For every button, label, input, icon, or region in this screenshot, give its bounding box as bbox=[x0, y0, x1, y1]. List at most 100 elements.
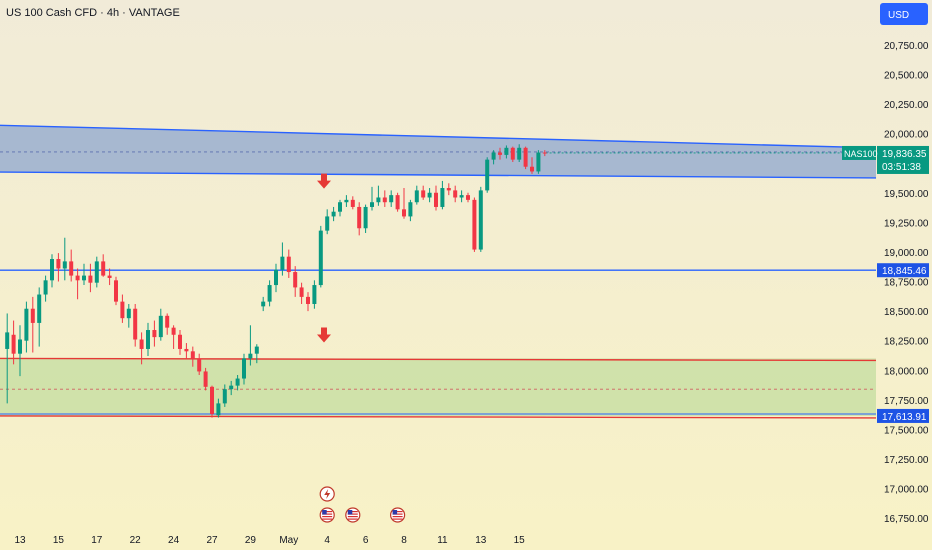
candle-body bbox=[466, 195, 470, 200]
candle-body bbox=[344, 199, 349, 203]
y-tick-label: 17,250.00 bbox=[884, 455, 929, 466]
candle bbox=[453, 185, 458, 203]
resistance-zone-bottom-line[interactable] bbox=[0, 171, 877, 179]
candle bbox=[536, 150, 541, 174]
candle-body bbox=[216, 403, 221, 416]
level-mid-price-badge-bg bbox=[877, 263, 929, 278]
candle-body bbox=[382, 197, 387, 203]
candle bbox=[88, 263, 93, 293]
overlays-layer bbox=[317, 173, 406, 523]
candle-body bbox=[50, 259, 54, 281]
candle bbox=[62, 237, 67, 281]
x-tick-label: 29 bbox=[245, 535, 257, 546]
down-arrow-icon bbox=[317, 327, 331, 343]
candle-body bbox=[158, 315, 163, 338]
candle-body bbox=[254, 346, 259, 354]
flag-stripe bbox=[392, 511, 403, 513]
support-zone-bottom-line[interactable] bbox=[0, 415, 877, 419]
candle bbox=[248, 325, 253, 366]
candle-body bbox=[453, 190, 458, 198]
candle-body bbox=[62, 261, 67, 269]
us-flag-event-icon[interactable] bbox=[319, 507, 335, 523]
x-tick-label: 13 bbox=[14, 535, 26, 546]
lightning-event-icon[interactable] bbox=[319, 486, 335, 502]
resistance-zone-top-line[interactable] bbox=[0, 124, 877, 149]
flag-stripe bbox=[322, 516, 333, 518]
candle bbox=[325, 209, 330, 235]
candle bbox=[126, 303, 131, 328]
candle bbox=[158, 308, 163, 341]
currency-button-label: USD bbox=[888, 10, 909, 21]
candle bbox=[421, 185, 426, 200]
y-tick-label: 17,500.00 bbox=[884, 425, 929, 436]
candle-body bbox=[107, 275, 112, 278]
candle-body bbox=[408, 202, 413, 217]
candle-body bbox=[376, 197, 381, 203]
candle-body bbox=[94, 261, 99, 283]
countdown-text: 03:51:38 bbox=[882, 162, 921, 173]
candle-body bbox=[389, 195, 394, 203]
candle-body bbox=[542, 152, 547, 154]
y-tick-label: 18,500.00 bbox=[884, 307, 929, 318]
candle bbox=[312, 280, 317, 309]
us-flag-event-icon[interactable] bbox=[345, 507, 361, 523]
candle-body bbox=[18, 339, 22, 354]
candle bbox=[498, 147, 502, 160]
current-price-badge[interactable]: 19,836.35 03:51:38 NAS100 bbox=[842, 145, 929, 174]
candle-body bbox=[178, 334, 182, 349]
candle-body bbox=[11, 334, 16, 354]
candle-body bbox=[459, 195, 464, 198]
level-mid-price-badge[interactable]: 18,845.46 bbox=[877, 263, 929, 278]
candle bbox=[107, 268, 112, 286]
candle-body bbox=[75, 275, 80, 281]
x-tick-label: 22 bbox=[130, 535, 142, 546]
candle bbox=[485, 157, 490, 193]
currency-button[interactable]: USD bbox=[880, 3, 928, 25]
candle-body bbox=[504, 147, 509, 155]
candle-body bbox=[402, 209, 406, 217]
candle bbox=[382, 190, 387, 207]
candle bbox=[478, 186, 483, 252]
candle bbox=[165, 313, 170, 335]
zones-layer bbox=[0, 124, 877, 419]
candle bbox=[402, 188, 406, 219]
candle bbox=[222, 384, 227, 407]
candle bbox=[472, 197, 477, 252]
us-flag-event-icon[interactable] bbox=[390, 507, 406, 523]
y-tick-label: 20,250.00 bbox=[884, 100, 929, 111]
candle-body bbox=[88, 275, 93, 283]
candle-body bbox=[37, 294, 42, 323]
candle-body bbox=[184, 348, 189, 352]
candle-body bbox=[152, 330, 157, 338]
candle bbox=[50, 254, 54, 288]
candle-body bbox=[299, 287, 304, 297]
level-low-price-badge[interactable]: 17,613.91 bbox=[877, 408, 929, 423]
candle bbox=[331, 206, 336, 222]
candle bbox=[18, 325, 22, 377]
candle-body bbox=[427, 192, 432, 198]
y-tick-label: 18,250.00 bbox=[884, 337, 929, 348]
candle bbox=[184, 343, 189, 359]
candle bbox=[133, 303, 138, 347]
current-price-badge-bg bbox=[877, 145, 929, 174]
candle bbox=[5, 313, 10, 404]
candle bbox=[171, 325, 176, 349]
candle bbox=[338, 199, 342, 217]
symbol-tag-bg bbox=[842, 145, 876, 160]
x-tick-label: 24 bbox=[168, 535, 180, 546]
candle-body bbox=[498, 152, 502, 155]
y-tick-label: 17,750.00 bbox=[884, 396, 929, 407]
candle bbox=[491, 150, 496, 165]
candle bbox=[37, 287, 42, 347]
candle-body bbox=[165, 315, 170, 328]
x-tick-label: 13 bbox=[475, 535, 487, 546]
support-zone-top-line[interactable] bbox=[0, 357, 877, 362]
candle-body bbox=[267, 285, 272, 302]
lightning-glyph bbox=[324, 489, 331, 499]
candle bbox=[94, 256, 99, 288]
candle bbox=[306, 292, 310, 312]
candle bbox=[101, 254, 106, 277]
candle bbox=[510, 146, 515, 162]
